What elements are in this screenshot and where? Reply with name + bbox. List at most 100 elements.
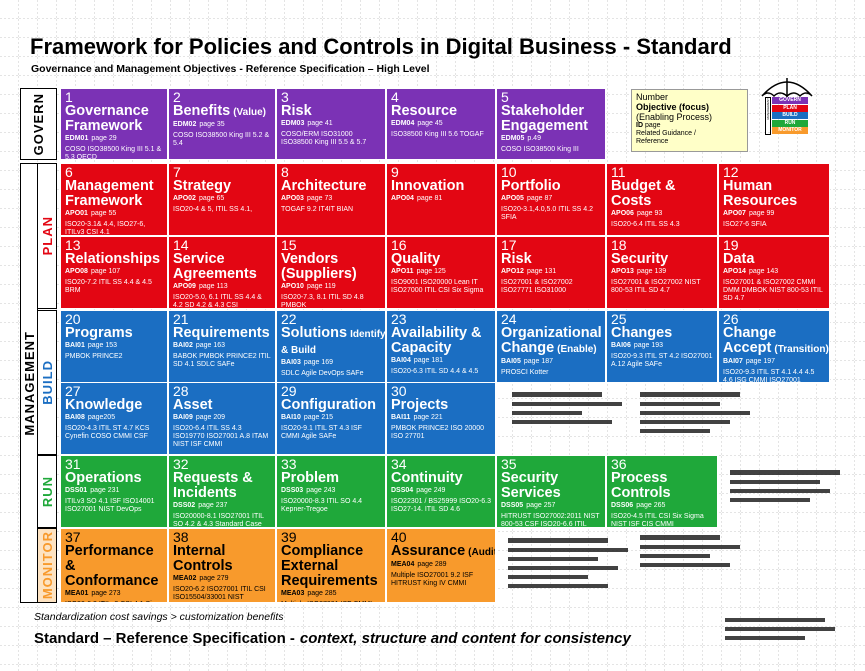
objective-title: Architecture — [281, 179, 381, 194]
objective-id-line: MEA04 page 289 — [391, 560, 491, 569]
objective-title-text: Resource — [391, 103, 458, 119]
objective-title-text: Risk — [281, 103, 312, 119]
objective-page: page 81 — [416, 195, 443, 202]
objective-cell: 14 Service Agreements APO09 page 113 ISO20-5… — [168, 236, 276, 309]
objective-number: 27 — [65, 383, 81, 399]
objective-cell: 30 Projects BAI11 page 221 PMBOK PRINCE2 ISO… — [386, 382, 496, 455]
objective-id: EDM01 — [65, 135, 89, 142]
objective-id: APO10 — [281, 283, 304, 290]
objective-cell: 7 Strategy APO02 page 65 ISO20-4 & 5, ITIL S… — [168, 163, 276, 236]
footer-lead: Standard – Reference Specification - — [34, 630, 295, 647]
objective-id-line: BAI05 page 187 — [501, 357, 601, 366]
objective-title-text: Problem — [281, 470, 340, 486]
objective-refs: BABOK PMBOK PRINCE2 ITIL SD 4.1 SDLC SAF… — [173, 353, 271, 368]
objective-refs: SDLC Agile DevOps SAFe — [281, 370, 364, 377]
objective-id: DSS02 — [173, 502, 196, 509]
objective-title: Management Framework — [65, 179, 163, 209]
objective-title: Performance & Conformance — [65, 544, 163, 589]
objective-id-line: DSS03 page 243 — [281, 486, 381, 495]
objective-id-line: APO06 page 93 — [611, 209, 713, 218]
objective-cell: 17 Risk APO12 page 131 ISO27001 & ISO27002 I… — [496, 236, 606, 309]
objective-number: 11 — [611, 164, 626, 180]
objective-id-line: APO12 page 131 — [501, 267, 601, 276]
objective-cell: 39 Compliance External Requirements MEA03 p… — [276, 528, 386, 603]
objective-cell: 24 Organizational Change (Enable) BAI05 page… — [496, 310, 606, 383]
objective-refs: ISO20-7.3, 8.1 ITIL SD 4.8 PMBOK — [281, 294, 364, 309]
objective-cell: 20 Programs BAI01 page 153 PMBOK PRINCE2 — [60, 310, 168, 383]
objective-title: Change Accept (Transition) — [723, 326, 829, 357]
legend: Number Objective (focus) (Enabling Proce… — [631, 89, 748, 152]
objective-refs: ISO20-6.4 ITIL SS 4.3 — [611, 221, 680, 228]
objective-title-text: Architecture — [281, 178, 367, 194]
objective-title: Organizational Change (Enable) — [501, 326, 602, 357]
objective-title: Assurance(Audit) — [391, 544, 495, 560]
objective-id: EDM05 — [501, 135, 525, 142]
objective-id: MEA03 — [281, 590, 305, 597]
objective-page: page 273 — [91, 590, 121, 597]
objective-title-text: Vendors (Suppliers) — [281, 251, 357, 282]
objective-page: page 107 — [90, 268, 121, 275]
objective-number: 28 — [173, 383, 189, 399]
objective-refs: ISO38500 King III 5.6 TOGAF — [391, 131, 484, 138]
objective-title-text: Continuity — [391, 470, 463, 486]
objective-cell: 29 Configuration BAI10 page 215 ISO20-9.1 IT… — [276, 382, 386, 455]
objective-title: Resource — [391, 104, 491, 119]
objective-cell: 2 Benefits (Value) EDM02 page 35 COSO ISO3850… — [168, 88, 276, 160]
objective-refs: COSO ISO38500 King III — [501, 146, 579, 153]
objective-id: APO09 — [173, 283, 196, 290]
objective-id-line: BAI01 page 153 — [65, 341, 163, 350]
objective-refs: HITRUST ISO27002:2011 NIST 800-53 CSF IS… — [501, 513, 600, 528]
objective-number: 36 — [611, 456, 627, 472]
objective-id-line: APO01 page 55 — [65, 209, 163, 218]
objective-cell: 4 Resource EDM04 page 45 ISO38500 King III 5… — [386, 88, 496, 160]
objective-title-text: Benefits — [173, 103, 231, 119]
objective-refs: ISO27001 & ISO27002 NIST 800-53 ITIL SD … — [611, 279, 701, 294]
footer: Standard – Reference Specification - cont… — [34, 630, 631, 647]
objective-id-line: BAI02 page 163 — [173, 341, 271, 350]
objective-page: page 113 — [198, 283, 228, 290]
objective-refs: PROSCI Kotter — [501, 369, 549, 376]
objective-suffix: (Value) — [233, 107, 267, 118]
objective-title-text: Security — [611, 251, 669, 267]
objective-title: Requirements — [173, 326, 271, 341]
objective-number: 37 — [65, 529, 81, 545]
objective-id-line: APO08 page 107 — [65, 267, 163, 276]
objective-title-text: Innovation — [391, 178, 465, 194]
objective-title-text: Knowledge — [65, 397, 143, 413]
legend-guidance: Related Guidance / — [636, 130, 696, 137]
side-label: PLAN — [39, 216, 55, 256]
objective-title: Operations — [65, 471, 163, 486]
objective-refs: PMBOK PRINCE2 — [65, 353, 123, 360]
objective-title: Problem — [281, 471, 381, 486]
icon-bar: GOVERN — [772, 97, 808, 104]
objective-cell: 19 Data APO14 page 143 ISO27001 & ISO27002 C… — [718, 236, 830, 309]
objective-number: 40 — [391, 529, 407, 545]
objective-id: APO12 — [501, 268, 524, 275]
objective-id: BAI05 — [501, 358, 521, 365]
legend-objective: Objective (focus) — [636, 102, 710, 112]
objective-number: 5 — [501, 89, 509, 105]
objective-id-line: APO02 page 65 — [173, 194, 271, 203]
objective-id: BAI08 — [65, 414, 85, 421]
objective-id-line: EDM02 page 35 — [173, 120, 271, 129]
objective-refs: ISO27001 & ISO27002 CMMI DMM DMBOK NIST … — [723, 279, 823, 302]
objective-cell: 12 Human Resources APO07 page 99 ISO27-6 SFI… — [718, 163, 830, 236]
objective-id: MEA02 — [173, 575, 197, 582]
objective-id-line: BAI07 page 197 — [723, 357, 825, 366]
objective-id: EDM03 — [281, 120, 305, 127]
objective-id: BAI03 — [281, 359, 301, 366]
objective-id: BAI09 — [173, 414, 193, 421]
objective-refs: ISO20-5.0, 6.1 ITIL SS 4.4 & 4.2 SD 4.2 … — [173, 294, 262, 309]
objective-page: page 215 — [303, 414, 334, 421]
objective-title: Stakeholder Engagement — [501, 104, 601, 134]
objective-page: page 73 — [306, 195, 333, 202]
objective-cell: 18 Security APO13 page 139 ISO27001 & ISO270… — [606, 236, 718, 309]
objective-number: 15 — [281, 237, 297, 253]
objective-id: BAI01 — [65, 342, 85, 349]
objective-refs: PMBOK PRINCE2 ISO 20000 ISO 27701 — [391, 425, 484, 440]
objective-title: Quality — [391, 252, 491, 267]
objective-title-text: Requests & Incidents — [173, 470, 253, 501]
objective-id: APO03 — [281, 195, 304, 202]
objective-number: 13 — [65, 237, 81, 253]
objective-title-text: Human Resources — [723, 178, 798, 209]
